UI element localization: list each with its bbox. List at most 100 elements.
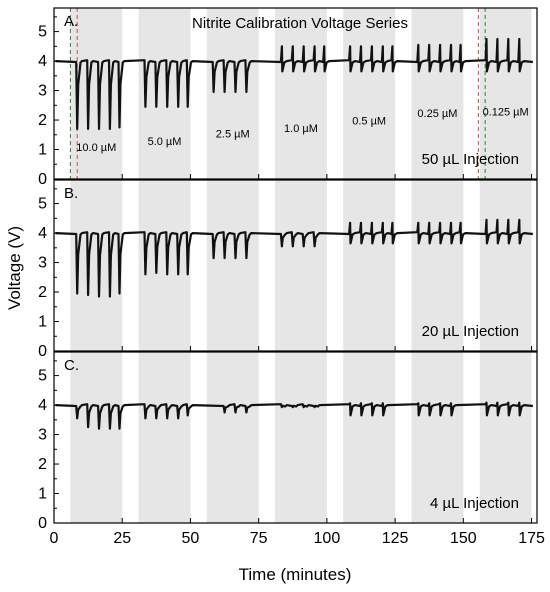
peak-point (109, 127, 111, 130)
peak-point (439, 43, 442, 46)
peak-point (349, 402, 351, 405)
peak-point (507, 38, 510, 40)
peak-point (212, 91, 215, 93)
concentration-label: 0.125 µM (483, 107, 529, 119)
peak-point (459, 221, 462, 224)
peak-point (234, 91, 237, 93)
concentration-label: 10.0 µM (76, 142, 116, 154)
y-tick-label: 0 (38, 515, 47, 532)
shaded-window (411, 352, 464, 523)
shaded-window (343, 352, 396, 523)
panels-layer: 0 1 2 3 4 5 A. 50 µL Injection 10.0 µM 5.0 µM 2.5 … (38, 7, 545, 547)
shaded-window (206, 8, 259, 179)
peak-point (87, 127, 90, 130)
x-tick-label: 0 (50, 530, 59, 547)
panel-1: 0 1 2 3 4 5 B. 20 µL Injection (38, 179, 538, 360)
peak-point (391, 45, 394, 48)
peak-point (118, 427, 121, 430)
concentration-label: 0.25 µM (417, 108, 457, 120)
shaded-window (70, 180, 123, 351)
y-tick-label: 0 (38, 343, 47, 360)
peak-point (76, 417, 79, 420)
injection-label: 20 µL Injection (422, 323, 519, 340)
y-tick-label: 1 (38, 142, 47, 159)
peak-point (518, 38, 521, 40)
peak-point (417, 402, 420, 405)
shaded-window (343, 180, 396, 351)
peak-point (234, 411, 237, 414)
peak-point (186, 414, 189, 417)
peak-point (76, 127, 79, 130)
panel-letter: A. (64, 13, 78, 30)
peak-point (118, 292, 121, 295)
peak-point (485, 401, 488, 404)
peak-point (496, 401, 499, 404)
shaded-window (206, 180, 259, 351)
peak-point (144, 105, 147, 108)
peak-point (291, 406, 294, 409)
peak-point (155, 417, 158, 420)
y-tick-label: 5 (38, 368, 47, 385)
y-tick-label: 0 (38, 171, 47, 188)
peak-point (485, 218, 488, 221)
peak-point (144, 273, 147, 276)
voltage-trace (55, 218, 534, 298)
injection-label: 4 µL Injection (430, 495, 519, 512)
shaded-window (275, 180, 327, 351)
x-tick-label: 100 (314, 530, 341, 547)
shaded-window (479, 352, 532, 523)
peak-point (450, 43, 452, 46)
peak-point (459, 43, 462, 46)
y-tick-label: 3 (38, 427, 47, 444)
shaded-window (70, 352, 123, 523)
panel-frame (53, 179, 538, 352)
peak-point (371, 221, 373, 224)
peak-point (166, 417, 169, 420)
peak-point (177, 273, 180, 276)
peak-point (245, 411, 248, 414)
peak-point (118, 126, 121, 129)
peak-point (518, 401, 521, 404)
peak-point (302, 245, 305, 248)
concentration-label: 5.0 µM (148, 136, 182, 148)
y-tick-label: 4 (38, 53, 47, 70)
peak-point (496, 38, 499, 40)
x-tick-label: 150 (450, 530, 477, 547)
shaded-window (138, 352, 191, 523)
shaded-window (343, 8, 396, 179)
voltage-trace (55, 37, 534, 130)
concentration-label: 2.5 µM (216, 129, 250, 141)
peak-point (360, 221, 362, 224)
peak-point (485, 38, 488, 40)
peak-point (417, 221, 420, 224)
peak-point (212, 257, 215, 260)
shaded-window (138, 180, 191, 351)
x-tick-label: 50 (182, 530, 200, 547)
panel-0: 0 1 2 3 4 5 A. 50 µL Injection 10.0 µM 5.0 µM 2.5 … (38, 7, 538, 188)
x-tick-label: 75 (250, 530, 268, 547)
y-tick-label: 3 (38, 255, 47, 272)
panel-letter: B. (64, 185, 78, 202)
peak-point (234, 257, 237, 260)
peak-point (166, 273, 169, 276)
peak-point (87, 426, 90, 429)
y-tick-label: 2 (38, 112, 47, 129)
peak-point (360, 402, 362, 405)
panel-letter: C. (64, 357, 79, 374)
peak-point (496, 218, 499, 221)
peak-point (313, 406, 316, 409)
y-tick-label: 3 (38, 83, 47, 100)
y-axis-title: Voltage (V) (5, 226, 24, 310)
y-tick-label: 1 (38, 314, 47, 331)
shaded-window (138, 8, 191, 179)
peak-point (223, 91, 226, 93)
peak-point (223, 257, 226, 260)
peak-point (76, 292, 79, 295)
peak-point (381, 221, 384, 224)
peak-point (280, 245, 283, 248)
y-tick-label: 2 (38, 284, 47, 301)
peak-point (98, 295, 100, 298)
